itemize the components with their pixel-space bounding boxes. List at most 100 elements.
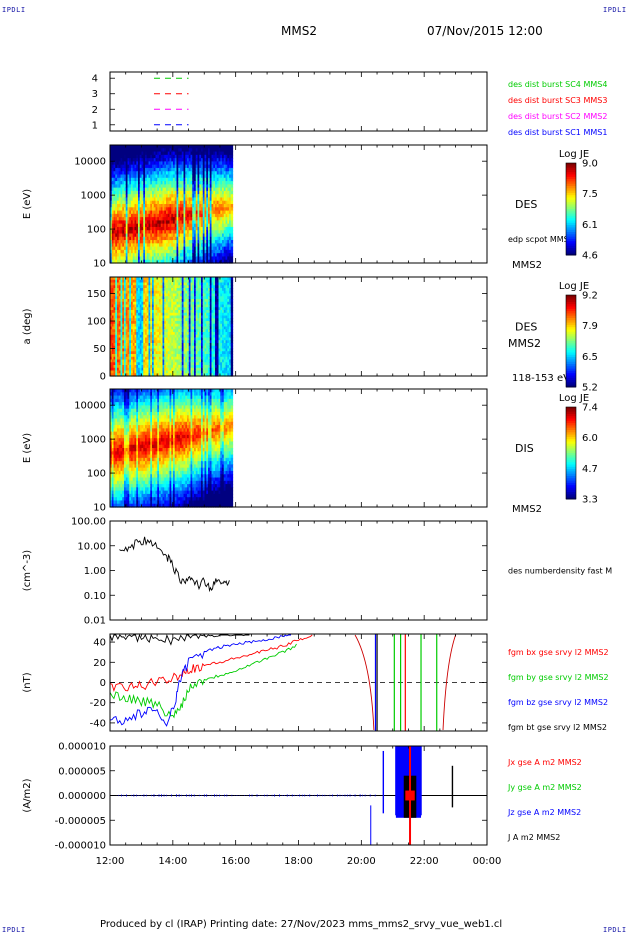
- des-energy-heatmap-cell: [220, 210, 223, 215]
- des-energy-heatmap-cell: [227, 226, 230, 231]
- des-pitch-heatmap-cell: [190, 323, 193, 328]
- des-energy-heatmap-cell: [122, 177, 125, 182]
- des-pitch-heatmap-cell: [202, 354, 206, 358]
- des-pitch-heatmap-cell: [146, 329, 150, 333]
- des-pitch-heatmap-cell: [145, 362, 148, 366]
- des-pitch-heatmap-cell: [124, 323, 127, 328]
- des-pitch-heatmap-cell: [113, 307, 116, 311]
- des-pitch-heatmap-cell: [124, 359, 127, 363]
- des-energy-heatmap-cell: [174, 204, 178, 208]
- des-pitch-heatmap-cell: [199, 334, 202, 339]
- des-pitch-heatmap-cell: [139, 296, 143, 300]
- des-energy-heatmap-cell: [209, 259, 213, 264]
- des-pitch-heatmap-cell: [208, 304, 211, 308]
- des-energy-heatmap-cell: [218, 171, 221, 176]
- des-energy-heatmap-cell: [188, 256, 192, 261]
- des-energy-heatmap-cell: [180, 167, 183, 172]
- des-pitch-heatmap-cell: [208, 312, 211, 317]
- des-pitch-heatmap-cell: [150, 299, 153, 303]
- des-energy-heatmap-cell: [176, 197, 179, 202]
- des-pitch-heatmap-cell: [160, 277, 164, 281]
- des-energy-heatmap-cell: [169, 217, 172, 221]
- des-pitch-heatmap-cell: [188, 345, 192, 350]
- des-energy-heatmap-cell: [201, 207, 204, 212]
- des-energy-heatmap-cell: [187, 253, 190, 258]
- des-energy-heatmap-cell: [159, 158, 162, 162]
- des-pitch-heatmap-cell: [216, 334, 220, 339]
- des-energy-heatmap-cell: [223, 226, 227, 231]
- des-pitch-heatmap-cell: [152, 321, 155, 325]
- des-pitch-heatmap-cell: [118, 296, 122, 300]
- des-energy-heatmap-cell: [185, 207, 188, 212]
- des-energy-heatmap-cell: [180, 177, 183, 182]
- des-pitch-heatmap-cell: [180, 351, 183, 355]
- des-pitch-heatmap-cell: [143, 321, 146, 325]
- des-pitch-heatmap-cell: [152, 279, 155, 284]
- des-energy-heatmap-cell: [117, 220, 120, 225]
- des-pitch-heatmap-cell: [201, 343, 204, 347]
- des-energy-heatmap-cell: [223, 164, 227, 169]
- des-energy-heatmap-cell: [167, 207, 171, 212]
- des-energy-heatmap-cell: [153, 204, 157, 208]
- des-energy-heatmap-cell: [141, 210, 144, 215]
- des-pitch-heatmap-cell: [197, 290, 200, 295]
- des-energy-heatmap-cell: [157, 190, 160, 195]
- des-pitch-heatmap-cell: [120, 373, 123, 377]
- des-energy-heatmap-cell: [148, 213, 151, 218]
- des-pitch-heatmap-cell: [150, 334, 153, 339]
- des-energy-heatmap-cell: [131, 187, 134, 192]
- des-pitch-heatmap-cell: [152, 373, 155, 377]
- des-energy-heatmap-cell: [117, 240, 120, 244]
- des-pitch-heatmap-cell: [136, 348, 139, 352]
- des-energy-heatmap-cell: [113, 184, 116, 189]
- des-energy-heatmap-cell: [141, 213, 144, 218]
- des-pitch-heatmap-cell: [202, 334, 206, 339]
- burst-legend-entry: des dist burst SC4 MMS4: [508, 80, 607, 89]
- des-pitch-heatmap-cell: [141, 318, 144, 322]
- des-pitch-heatmap-cell: [164, 367, 167, 372]
- des-energy-colorbar-tick: 4.6: [582, 251, 598, 262]
- des-pitch-heatmap-cell: [181, 365, 185, 369]
- des-energy-heatmap-cell: [139, 226, 143, 231]
- des-pitch-heatmap-cell: [209, 310, 213, 314]
- des-pitch-heatmap-cell: [159, 348, 162, 352]
- des-energy-heatmap-cell: [185, 197, 188, 202]
- des-pitch-heatmap-cell: [157, 351, 160, 355]
- des-pitch-heatmap-cell: [181, 323, 185, 328]
- des-energy-heatmap-cell: [166, 220, 169, 225]
- des-pitch-heatmap-cell: [150, 359, 153, 363]
- des-pitch-heatmap-cell: [195, 356, 199, 361]
- des-energy-heatmap-cell: [197, 200, 200, 205]
- des-pitch-heatmap-cell: [129, 299, 132, 303]
- des-pitch-heatmap-cell: [110, 321, 113, 325]
- des-energy-colorbar-cell: [566, 186, 576, 189]
- des-energy-heatmap-cell: [111, 210, 115, 215]
- des-pitch-heatmap-cell: [206, 373, 209, 377]
- des-pitch-heatmap-cell: [110, 351, 113, 355]
- des-energy-heatmap-cell: [160, 256, 164, 261]
- des-pitch-heatmap-cell: [155, 285, 158, 289]
- des-pitch-heatmap-cell: [131, 312, 134, 317]
- des-pitch-heatmap-cell: [118, 354, 122, 358]
- des-pitch-heatmap-cell: [141, 354, 144, 358]
- des-pitch-heatmap-cell: [118, 337, 122, 341]
- des-pitch-heatmap-cell: [159, 340, 162, 344]
- des-energy-heatmap-cell: [162, 240, 165, 244]
- des-energy-heatmap-cell: [171, 164, 174, 169]
- des-pitch-heatmap-cell: [199, 348, 202, 352]
- des-pitch-heatmap-cell: [183, 293, 186, 297]
- des-energy-heatmap-cell: [225, 240, 228, 244]
- des-energy-heatmap-cell: [127, 158, 130, 162]
- des-pitch-heatmap-cell: [111, 293, 115, 297]
- des-energy-heatmap-cell: [145, 213, 148, 218]
- des-pitch-heatmap-cell: [115, 345, 118, 350]
- des-pitch-heatmap-cell: [134, 345, 137, 350]
- des-pitch-heatmap-cell: [187, 367, 190, 372]
- des-pitch-heatmap-cell: [136, 296, 139, 300]
- des-pitch-heatmap-cell: [206, 329, 209, 333]
- des-energy-heatmap-cell: [174, 187, 178, 192]
- des-energy-heatmap-cell: [225, 158, 228, 162]
- des-energy-heatmap-cell: [201, 151, 204, 156]
- des-energy-heatmap-cell: [113, 253, 116, 258]
- des-energy-heatmap-cell: [124, 210, 127, 215]
